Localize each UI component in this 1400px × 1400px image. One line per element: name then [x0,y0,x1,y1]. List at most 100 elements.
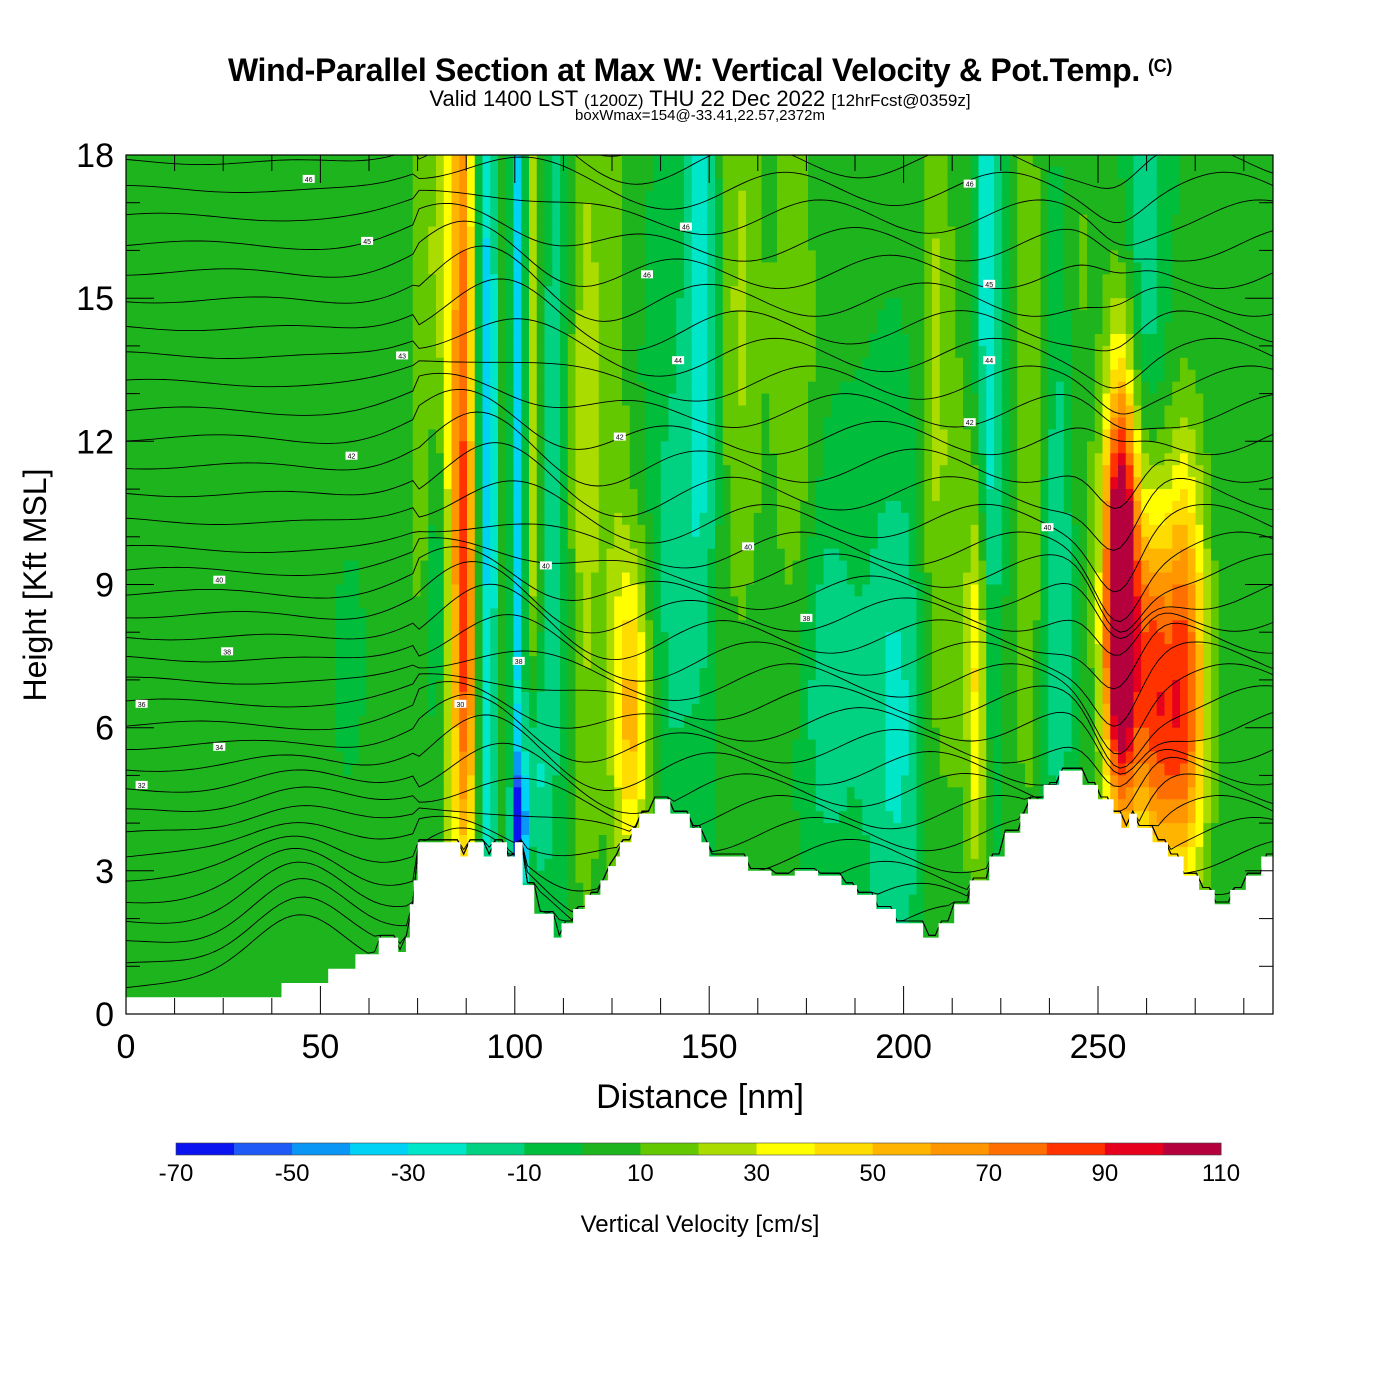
velocity-cell [994,226,1003,240]
velocity-cell [459,310,468,323]
velocity-cell [459,512,468,526]
velocity-cell [1048,226,1065,240]
velocity-cell [808,441,825,454]
velocity-cell [622,381,646,395]
velocity-cell [513,608,522,621]
contour-label-text: 42 [966,420,974,427]
velocity-cell [1110,477,1119,490]
velocity-cell [924,596,933,609]
velocity-cell [505,835,515,848]
velocity-cell [715,274,724,287]
velocity-cell [885,679,910,693]
isentrope-line [126,614,1273,727]
velocity-cell [126,775,445,788]
velocity-cell [715,333,724,347]
velocity-cell [544,441,561,454]
velocity-cell [622,298,646,311]
velocity-cell [482,333,491,347]
velocity-cell [691,166,708,180]
velocity-cell [126,417,414,430]
velocity-cell [978,286,995,299]
velocity-cell [505,405,515,419]
velocity-cell [901,787,918,800]
velocity-cell [1048,477,1065,490]
velocity-cell [1079,572,1088,586]
velocity-cell [916,644,925,657]
velocity-cell [939,274,956,287]
velocity-cell [490,405,499,419]
velocity-cell [459,608,468,621]
velocity-cell [916,775,925,788]
velocity-cell [1211,560,1220,574]
velocity-cell [513,262,522,275]
velocity-cell [916,715,925,729]
velocity-cell [668,644,708,657]
velocity-cell [622,668,639,681]
velocity-cell [459,226,468,240]
velocity-cell [1040,393,1049,407]
velocity-cell [916,608,925,621]
velocity-cell [1118,441,1127,454]
velocity-cell [498,560,507,574]
velocity-cell [1017,345,1042,359]
velocity-cell [800,715,809,729]
velocity-cell [567,727,577,741]
velocity-cell [498,166,507,180]
velocity-cell [1048,691,1073,705]
velocity-cell [901,322,925,335]
velocity-cell [482,393,491,407]
velocity-cell [1203,548,1212,562]
velocity-cell [1172,620,1189,633]
velocity-cell [536,679,546,693]
velocity-cell [467,310,476,323]
velocity-cell [653,656,670,669]
velocity-cell [126,858,437,872]
velocity-cell [606,703,615,717]
velocity-cell [978,775,987,788]
velocity-cell [459,500,468,514]
velocity-cell [715,190,724,204]
velocity-cell [1211,679,1220,693]
velocity-cell [1110,417,1119,430]
velocity-cell [498,632,507,645]
velocity-cell [560,202,569,216]
velocity-cell [722,322,739,335]
velocity-cell [1172,679,1181,693]
velocity-cell [498,811,507,824]
velocity-cell [567,644,577,657]
velocity-cell [1164,417,1181,430]
velocity-cell [684,286,693,299]
velocity-cell [1110,512,1135,526]
velocity-cell [436,286,445,299]
velocity-cell [645,226,685,240]
velocity-cell [490,357,499,371]
velocity-cell [567,548,577,562]
velocity-cell [1187,858,1197,872]
velocity-cell [924,691,933,705]
velocity-cell [451,715,460,729]
velocity-cell [126,381,414,395]
velocity-cell [815,477,918,490]
velocity-cell [443,345,453,359]
velocity-cell [1133,691,1158,705]
velocity-cell [924,238,933,252]
velocity-cell [1048,202,1065,216]
velocity-cell [738,333,747,347]
chart-title-text: Wind-Parallel Section at Max W: Vertical… [227,52,1140,88]
velocity-cell [536,500,546,514]
colorbar-swatch [582,1143,641,1155]
isentrope-line [126,650,1273,755]
velocity-cell [684,238,693,252]
velocity-cell [467,429,476,442]
velocity-cell [955,226,972,240]
velocity-cell [467,691,476,705]
velocity-cell [560,656,569,669]
velocity-cell [428,548,445,562]
velocity-cell [916,811,925,824]
velocity-cell [1001,417,1011,430]
velocity-cell [498,274,507,287]
velocity-cell [1048,632,1073,645]
velocity-cell [955,238,972,252]
velocity-cell [1102,608,1111,621]
velocity-cell [722,214,739,228]
